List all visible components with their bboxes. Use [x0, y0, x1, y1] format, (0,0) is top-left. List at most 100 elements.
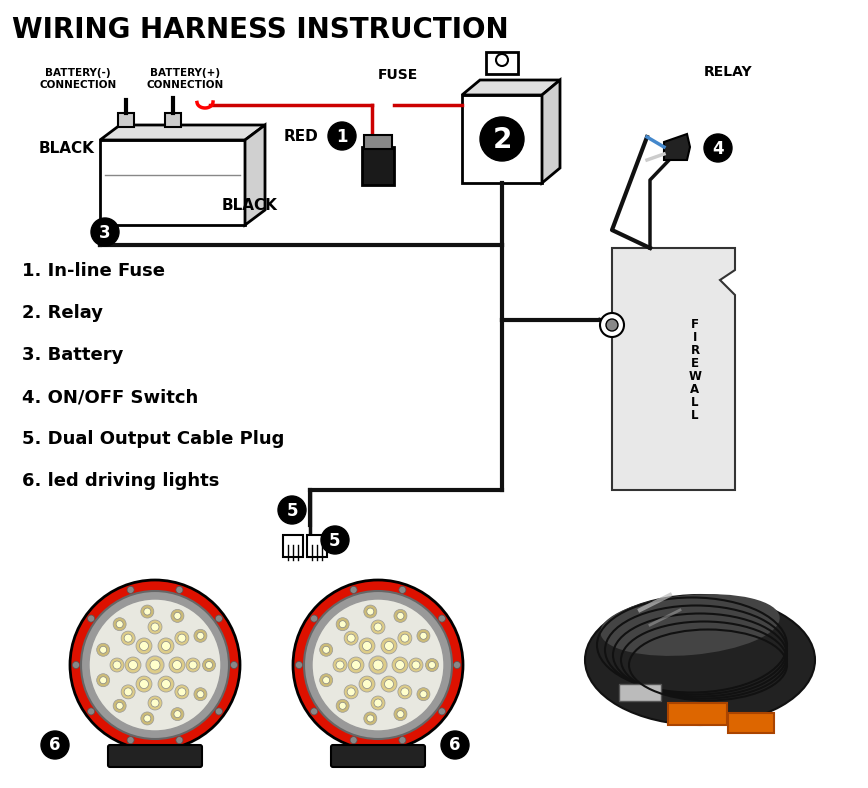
Circle shape — [385, 679, 393, 689]
Circle shape — [344, 685, 358, 699]
Circle shape — [88, 615, 95, 622]
Circle shape — [363, 641, 372, 650]
Circle shape — [96, 674, 109, 686]
Text: 4. ON/OFF Switch: 4. ON/OFF Switch — [22, 388, 198, 406]
Circle shape — [344, 631, 358, 645]
Circle shape — [124, 688, 132, 696]
FancyBboxPatch shape — [165, 113, 181, 127]
Circle shape — [100, 646, 107, 653]
Circle shape — [336, 699, 349, 712]
Circle shape — [161, 679, 170, 689]
Polygon shape — [245, 125, 265, 225]
Text: BATTERY(+)
CONNECTION: BATTERY(+) CONNECTION — [147, 68, 224, 91]
Circle shape — [110, 658, 124, 672]
Circle shape — [231, 661, 238, 668]
Circle shape — [600, 313, 624, 337]
Circle shape — [339, 621, 346, 628]
Text: 2: 2 — [492, 125, 512, 154]
Circle shape — [173, 660, 181, 670]
Circle shape — [189, 661, 197, 669]
Circle shape — [321, 526, 349, 554]
Text: 2. Relay: 2. Relay — [22, 304, 103, 322]
Text: 5: 5 — [286, 501, 298, 519]
Circle shape — [148, 696, 162, 710]
Circle shape — [194, 630, 207, 642]
Circle shape — [392, 657, 408, 673]
Circle shape — [412, 661, 420, 669]
Text: RED: RED — [283, 128, 318, 143]
FancyBboxPatch shape — [668, 703, 727, 725]
Circle shape — [394, 609, 407, 623]
FancyBboxPatch shape — [728, 713, 774, 733]
Circle shape — [295, 661, 303, 668]
Circle shape — [136, 676, 152, 692]
Circle shape — [312, 599, 444, 731]
Circle shape — [169, 657, 185, 673]
Circle shape — [150, 660, 160, 670]
Circle shape — [158, 676, 174, 692]
Circle shape — [385, 641, 393, 650]
Circle shape — [417, 688, 430, 701]
Circle shape — [127, 737, 134, 744]
Text: 1. In-line Fuse: 1. In-line Fuse — [22, 262, 165, 280]
Text: RELAY: RELAY — [704, 65, 753, 79]
Circle shape — [89, 599, 221, 731]
Circle shape — [417, 630, 430, 642]
Text: 6: 6 — [450, 737, 461, 754]
Circle shape — [333, 658, 347, 672]
Circle shape — [367, 608, 374, 615]
Circle shape — [409, 658, 423, 672]
Circle shape — [438, 615, 445, 622]
Circle shape — [704, 134, 732, 162]
Polygon shape — [612, 248, 735, 490]
Circle shape — [122, 685, 135, 699]
Circle shape — [311, 708, 318, 715]
Circle shape — [441, 731, 469, 759]
Circle shape — [311, 615, 318, 622]
Circle shape — [186, 658, 200, 672]
Text: F
I
R
E
W
A
L
L: F I R E W A L L — [688, 318, 701, 422]
Circle shape — [374, 699, 382, 707]
Text: 5: 5 — [329, 531, 341, 549]
Circle shape — [359, 676, 375, 692]
Circle shape — [127, 586, 134, 593]
Circle shape — [128, 660, 137, 670]
Text: 5. Dual Output Cable Plug: 5. Dual Output Cable Plug — [22, 430, 285, 448]
Circle shape — [347, 688, 355, 696]
Circle shape — [399, 586, 406, 593]
Circle shape — [81, 591, 229, 739]
Text: 3. Battery: 3. Battery — [22, 346, 123, 364]
Circle shape — [399, 737, 406, 744]
Circle shape — [41, 731, 69, 759]
Circle shape — [116, 702, 123, 709]
Circle shape — [453, 661, 461, 668]
Circle shape — [398, 685, 412, 699]
FancyBboxPatch shape — [486, 52, 518, 74]
FancyBboxPatch shape — [619, 684, 661, 701]
FancyBboxPatch shape — [108, 745, 202, 767]
Circle shape — [176, 586, 183, 593]
FancyBboxPatch shape — [307, 535, 327, 557]
Circle shape — [215, 708, 222, 715]
Text: 4: 4 — [712, 139, 724, 158]
Circle shape — [339, 702, 346, 709]
Circle shape — [140, 679, 148, 689]
Circle shape — [364, 712, 377, 725]
Circle shape — [359, 638, 375, 654]
Polygon shape — [664, 134, 690, 160]
Circle shape — [371, 696, 385, 710]
FancyBboxPatch shape — [118, 113, 134, 127]
Circle shape — [73, 661, 80, 668]
Circle shape — [425, 659, 438, 671]
Circle shape — [374, 623, 382, 631]
Circle shape — [293, 580, 463, 750]
Circle shape — [194, 688, 207, 701]
Circle shape — [144, 715, 151, 722]
Circle shape — [429, 661, 436, 668]
Circle shape — [278, 496, 306, 524]
Ellipse shape — [585, 595, 815, 725]
FancyBboxPatch shape — [462, 95, 542, 183]
FancyBboxPatch shape — [331, 745, 425, 767]
Circle shape — [328, 122, 356, 150]
Circle shape — [206, 661, 213, 668]
